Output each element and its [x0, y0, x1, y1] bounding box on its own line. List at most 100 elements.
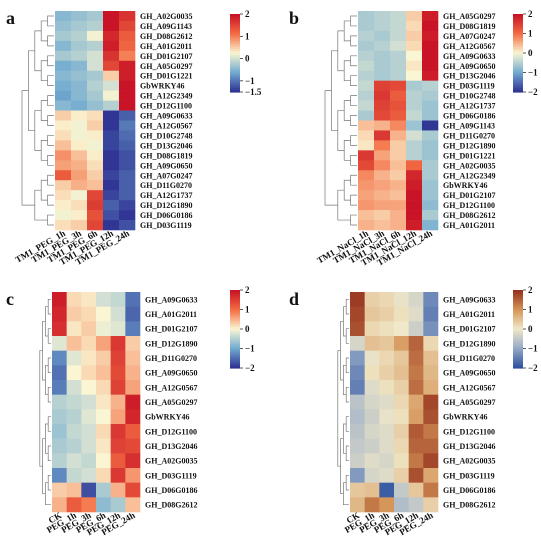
heatmap-cell — [406, 190, 423, 201]
heatmap-cell — [364, 336, 380, 351]
panel-c-colorbar-segment — [230, 348, 240, 352]
panel-d-colorbar-segment — [513, 299, 523, 303]
panel-c-colorbar-segment — [230, 297, 240, 301]
panel-b-colorbar-segment — [513, 72, 523, 76]
heatmap-cell — [103, 220, 120, 231]
panel-letter-c: c — [6, 289, 14, 309]
heatmap-cell — [379, 482, 395, 498]
row-label: GH_A02G0035 — [140, 12, 192, 21]
heatmap-cell — [119, 210, 136, 221]
heatmap-cell — [390, 11, 407, 22]
row-label: GH_A05G0297 — [145, 398, 197, 407]
heatmap-cell — [379, 453, 395, 469]
panel-c-dendrogram-branch — [39, 350, 43, 467]
panel-c-colorbar-segment — [230, 291, 240, 295]
panel-c-colorbar-segment — [230, 338, 240, 342]
panel-a-colorbar-segment — [230, 80, 240, 83]
heatmap-cell — [119, 80, 136, 91]
row-label: GH_D01G2107 — [443, 191, 495, 200]
heatmap-cell — [423, 380, 439, 395]
panel-c-colorbar-segment — [230, 350, 240, 353]
panel-c-colorbar-segment — [230, 332, 240, 336]
heatmap-cell — [71, 170, 88, 181]
panel-d-colorbar-segment — [513, 290, 523, 293]
heatmap-cell — [406, 120, 423, 131]
heatmap-cell — [52, 306, 67, 322]
panel-c-dendrogram-branch — [47, 386, 51, 403]
panel-d-dendrogram-branch — [345, 328, 349, 344]
heatmap-cell — [364, 438, 380, 454]
heatmap-cell — [119, 60, 136, 72]
heatmap-cell — [358, 200, 375, 211]
heatmap-cell — [390, 20, 407, 32]
heatmap-cell — [119, 180, 136, 191]
heatmap-cell — [422, 90, 439, 101]
panel-a-colorbar-segment — [230, 58, 240, 62]
panel-d-colorbar-segment — [513, 301, 523, 305]
panel-b-colorbar-segment — [513, 80, 523, 83]
heatmap-cell — [358, 11, 375, 22]
panel-a-colorbar-segment — [230, 37, 240, 40]
heatmap-cell — [350, 292, 365, 307]
heatmap-cell — [71, 70, 88, 81]
heatmap-cell — [374, 40, 391, 52]
panel-d-colorbar-segment — [513, 352, 523, 355]
row-label: GH_D13G2046 — [443, 442, 495, 451]
panel-b-colorbar-segment — [513, 56, 523, 60]
heatmap-cell — [81, 453, 97, 469]
heatmap-cell — [81, 306, 97, 322]
panel-d-colorbar-segment — [513, 319, 523, 322]
row-label: GH_D03G1119 — [145, 471, 197, 480]
heatmap-cell — [81, 380, 97, 395]
row-label: GH_A01G2011 — [443, 221, 495, 230]
panel-a-colorbar-segment — [230, 31, 240, 35]
heatmap-cell — [408, 409, 424, 425]
heatmap-cell — [408, 321, 424, 337]
panel-d-colorbar-tick-label: 0 — [528, 324, 533, 334]
heatmap-cell — [125, 350, 141, 366]
heatmap-cell — [406, 90, 423, 101]
panel-b-colorbar-segment — [513, 14, 523, 17]
panel-d-colorbar-segment — [513, 311, 523, 314]
row-label: GH_A12G2349 — [140, 92, 192, 101]
panel-a-colorbar-segment — [230, 51, 240, 54]
heatmap-cell — [422, 170, 439, 181]
panel-b-dendrogram-branch — [350, 154, 357, 166]
panel-a-colorbar-segment — [230, 27, 240, 31]
row-label: GH_A12G0567 — [443, 42, 495, 51]
heatmap-cell — [379, 468, 395, 483]
row-label: GH_A12G0567 — [443, 383, 495, 392]
row-label: GH_D12G1100 — [145, 427, 197, 436]
heatmap-cell — [96, 438, 111, 454]
panel-d-colorbar-segment — [513, 327, 523, 330]
row-label: GH_D11G0270 — [443, 131, 495, 140]
heatmap-cell — [394, 292, 409, 307]
heatmap-cell — [406, 50, 423, 62]
panel-b-dendrogram-branch — [350, 75, 357, 87]
heatmap-cell — [125, 306, 141, 322]
panel-b-dendrogram-branch — [343, 100, 351, 121]
panel-b-dendrogram-branch — [350, 214, 357, 226]
heatmap-cell — [103, 210, 120, 221]
heatmap-cell — [52, 468, 67, 483]
panel-b-colorbar-segment — [513, 29, 523, 33]
panel-a-colorbar-segment — [230, 19, 240, 23]
panel-d-colorbar-segment — [513, 315, 523, 318]
heatmap-cell — [119, 140, 136, 151]
row-label: GH_D11G0270 — [443, 354, 495, 363]
panel-c-dendrogram-branch — [47, 416, 51, 432]
heatmap-cell — [81, 468, 97, 483]
panel-d-dendrogram-branch — [337, 350, 341, 467]
heatmap-cell — [374, 190, 391, 201]
panel-d-colorbar-segment — [513, 293, 523, 297]
panel-b-colorbar-segment — [513, 23, 523, 27]
heatmap-cell — [423, 482, 439, 498]
panel-b-dendrogram-branch — [350, 115, 357, 126]
heatmap-cell — [55, 220, 72, 231]
row-label: GH_D08G2612 — [443, 501, 495, 510]
heatmap-cell — [110, 292, 126, 307]
heatmap-cell — [71, 130, 88, 141]
heatmap-cell — [406, 11, 423, 22]
panel-c-colorbar-segment — [230, 356, 240, 359]
row-label: GH_D10G2748 — [443, 92, 495, 101]
